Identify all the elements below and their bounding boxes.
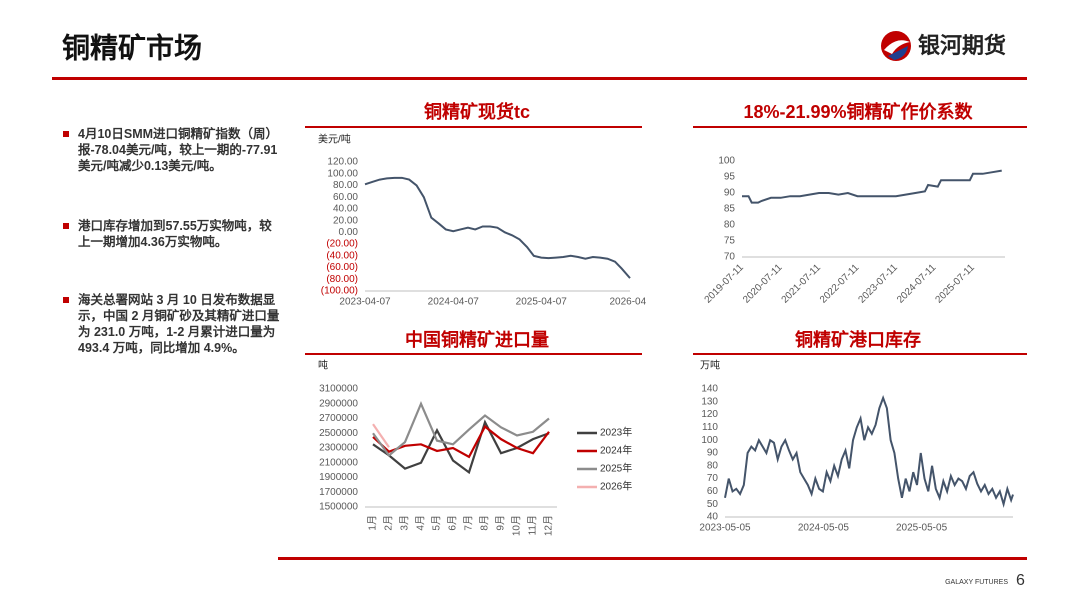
x-tick-label: 2021-07-11 (780, 262, 824, 306)
bullet: 4月10日SMM进口铜精矿指数（周）报-78.04美元/吨，较上一期的-77.9… (63, 126, 283, 174)
y-tick-label: (80.00) (326, 274, 358, 285)
x-tick-label: 5月 (431, 515, 443, 531)
x-tick-label: 6月 (447, 515, 459, 531)
x-tick-label: 9月 (495, 515, 507, 531)
y-tick-label: 2900000 (319, 398, 358, 409)
y-tick-label: 3100000 (319, 384, 358, 395)
x-tick-label: 2024-05-05 (798, 523, 850, 534)
y-tick-label: 2500000 (319, 428, 358, 439)
header-rule (52, 77, 1027, 80)
x-tick-label: 2025-05-05 (896, 523, 948, 534)
logo-icon (881, 31, 911, 61)
y-tick-label: 50 (707, 499, 719, 510)
series-line (724, 395, 1014, 509)
x-tick-label: 2025-04-07 (516, 297, 568, 308)
x-tick-label: 8月 (479, 515, 491, 531)
y-tick-label: 2700000 (319, 413, 358, 424)
legend-label: 2024年 (600, 444, 632, 457)
page-number: 6 (1016, 572, 1025, 589)
y-tick-label: 120 (701, 409, 718, 420)
y-tick-label: 140 (701, 384, 718, 395)
page-title: 铜精矿市场 (62, 31, 202, 63)
series-line (372, 424, 550, 459)
chart-title: 中国铜精矿进口量 (405, 329, 549, 350)
x-tick-label: 2024-04-07 (428, 297, 480, 308)
y-tick-label: 120.00 (327, 157, 358, 168)
x-tick-label: 2020-07-11 (741, 262, 785, 306)
x-tick-label: 3月 (399, 515, 411, 531)
y-tick-label: 100.00 (327, 168, 358, 179)
legend-label: 2026年 (600, 480, 632, 493)
y-tick-label: 80 (724, 220, 736, 231)
y-tick-label: (40.00) (326, 250, 358, 261)
x-tick-label: 7月 (463, 515, 475, 531)
legend-label: 2025年 (600, 462, 632, 475)
x-tick-label: 2月 (383, 515, 395, 531)
y-tick-label: 40 (707, 512, 719, 523)
y-tick-label: 100 (701, 435, 718, 446)
chart-title: 18%-21.99%铜精矿作价系数 (743, 101, 973, 122)
legend-label: 2023年 (600, 426, 632, 439)
y-tick-label: 2300000 (319, 443, 358, 454)
y-tick-label: (20.00) (326, 239, 358, 250)
y-tick-label: 130 (701, 396, 718, 407)
x-tick-label: 4月 (415, 515, 427, 531)
x-tick-label: 12月 (543, 515, 555, 536)
y-tick-label: 60 (707, 486, 719, 497)
y-tick-label: 2100000 (319, 457, 358, 468)
y-tick-label: (60.00) (326, 262, 358, 273)
x-tick-label: 2023-05-05 (699, 523, 751, 534)
x-tick-label: 2023-04-07 (339, 297, 391, 308)
y-tick-label: 110 (702, 422, 718, 433)
y-tick-label: 100 (718, 156, 735, 167)
y-tick-label: 70 (707, 473, 719, 484)
series-line (372, 400, 550, 457)
x-tick-label: 2019-07-11 (703, 262, 747, 306)
chart-title: 铜精矿现货tc (424, 101, 530, 122)
y-tick-label: 1900000 (319, 472, 358, 483)
axis-unit: 万吨 (700, 359, 720, 372)
y-tick-label: 70 (724, 252, 736, 263)
y-tick-label: 60.00 (333, 192, 358, 203)
series-line (372, 419, 550, 475)
series-line (364, 176, 631, 279)
bullet: 港口库存增加到57.55万实物吨，较上一期增加4.36万实物吨。 (63, 218, 283, 250)
x-tick-label: 2024-07-11 (895, 262, 939, 306)
y-tick-label: 85 (724, 204, 736, 215)
title-rule (693, 353, 1027, 355)
y-tick-label: 1500000 (319, 502, 358, 513)
footer-brand: GALAXY FUTURES (945, 579, 1008, 586)
y-tick-label: 95 (724, 172, 736, 183)
y-tick-label: 75 (724, 236, 736, 247)
x-tick-label: 2025-07-11 (934, 262, 978, 306)
x-tick-label: 2023-07-11 (857, 262, 901, 306)
series-line (372, 423, 390, 448)
y-tick-label: 90 (707, 448, 719, 459)
axis-unit: 美元/吨 (318, 133, 351, 146)
title-rule (305, 353, 642, 355)
x-tick-label: 10月 (511, 515, 523, 536)
x-tick-label: 11月 (527, 515, 539, 535)
logo-text: 银河期货 (918, 33, 1006, 58)
chart-title: 铜精矿港口库存 (795, 329, 921, 350)
y-tick-label: (100.00) (321, 286, 358, 297)
title-rule (305, 126, 642, 128)
y-tick-label: 1700000 (319, 487, 358, 498)
y-tick-label: 80 (707, 460, 719, 471)
x-tick-label: 2022-07-11 (818, 262, 862, 306)
y-tick-label: 90 (724, 188, 736, 199)
footer-rule (278, 557, 1027, 560)
y-tick-label: 40.00 (333, 204, 358, 215)
y-tick-label: 80.00 (333, 180, 358, 191)
axis-unit: 吨 (318, 359, 328, 372)
x-tick-label: 2026-04 (609, 297, 646, 308)
x-tick-label: 1月 (367, 515, 379, 531)
y-tick-label: 20.00 (333, 215, 358, 226)
bullet: 海关总署网站 3 月 10 日发布数据显示，中国 2 月铜矿砂及其精矿进口量为 … (63, 292, 283, 356)
y-tick-label: 0.00 (339, 227, 359, 238)
series-line (742, 169, 1002, 204)
title-rule (693, 126, 1027, 128)
